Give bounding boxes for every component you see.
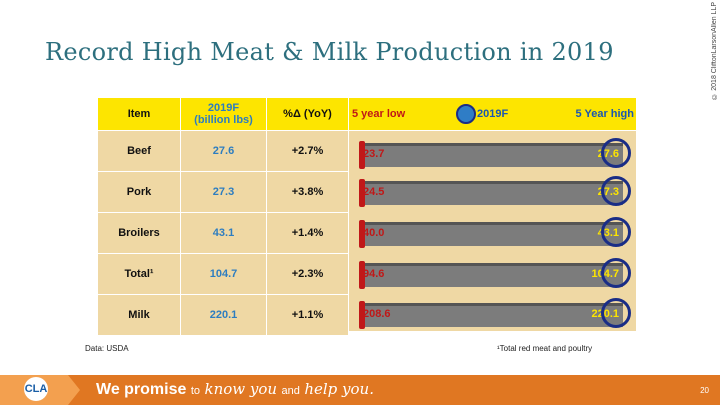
page-number: 20 — [700, 386, 709, 395]
forecast-ring-icon — [601, 217, 631, 247]
tagline-know-you: know you — [204, 380, 278, 398]
row-change: +1.1% — [266, 294, 349, 336]
range-high-label: 5 Year high — [575, 108, 635, 120]
row-production: 104.7 — [180, 253, 267, 295]
low-marker-icon — [359, 301, 365, 329]
tagline-help-you: help you. — [304, 380, 374, 398]
tagline: We promise to know you and help you. — [96, 380, 374, 399]
table-row: Beef 27.6 +2.7% — [97, 130, 349, 172]
range-bar: 23.7 27.6 — [359, 138, 631, 169]
forecast-marker-icon — [456, 104, 476, 124]
low-marker-icon — [359, 179, 365, 207]
range-bar: 40.0 43.1 — [359, 217, 631, 248]
header-change: %Δ (YoY) — [266, 97, 349, 131]
tagline-to: to — [190, 385, 201, 397]
header-item: Item — [97, 97, 181, 131]
data-source: Data: USDA — [85, 344, 129, 353]
row-item: Milk — [97, 294, 181, 336]
row-change: +1.4% — [266, 212, 349, 254]
row-item: Broilers — [97, 212, 181, 254]
low-marker-icon — [359, 141, 365, 169]
table-header-row: Item 2019F (billion lbs) %Δ (YoY) — [97, 97, 349, 131]
range-bar: 24.5 27.3 — [359, 176, 631, 207]
logo-banner: CLA — [0, 375, 80, 405]
range-header: 5 year low 2019F 5 Year high — [349, 98, 636, 130]
row-item: Pork — [97, 171, 181, 213]
production-table: Item 2019F (billion lbs) %Δ (YoY) Beef 2… — [97, 97, 349, 336]
copyright-notice: © 2018 CliftonLarsonAllen LLP — [711, 2, 718, 100]
row-production: 27.6 — [180, 130, 267, 172]
row-item: Total¹ — [97, 253, 181, 295]
slide-title: Record High Meat & Milk Production in 20… — [45, 38, 614, 66]
table-row: Milk 220.1 +1.1% — [97, 294, 349, 336]
range-bar-low: 24.5 — [363, 186, 385, 198]
forecast-ring-icon — [601, 138, 631, 168]
footnote: ¹Total red meat and poultry — [497, 344, 593, 353]
footer-bar: CLA We promise to know you and help you.… — [0, 375, 720, 405]
row-production: 27.3 — [180, 171, 267, 213]
table-row: Broilers 43.1 +1.4% — [97, 212, 349, 254]
table-row: Total¹ 104.7 +2.3% — [97, 253, 349, 295]
row-production: 43.1 — [180, 212, 267, 254]
tagline-and: and — [281, 385, 300, 397]
forecast-ring-icon — [601, 176, 631, 206]
range-mid-label: 2019F — [477, 108, 509, 120]
row-change: +2.3% — [266, 253, 349, 295]
header-production: 2019F (billion lbs) — [180, 97, 267, 131]
row-change: +2.7% — [266, 130, 349, 172]
tagline-strong: We promise — [96, 381, 187, 398]
range-bar-low: 94.6 — [363, 268, 385, 280]
range-low-label: 5 year low — [352, 108, 406, 120]
row-production: 220.1 — [180, 294, 267, 336]
table-row: Pork 27.3 +3.8% — [97, 171, 349, 213]
forecast-ring-icon — [601, 258, 631, 288]
row-change: +3.8% — [266, 171, 349, 213]
range-bar: 94.6 104.7 — [359, 258, 631, 289]
company-logo: CLA — [24, 377, 48, 401]
range-bar-low: 208.6 — [363, 308, 391, 320]
low-marker-icon — [359, 261, 365, 289]
range-bar-low: 40.0 — [363, 227, 385, 239]
forecast-ring-icon — [601, 298, 631, 328]
low-marker-icon — [359, 220, 365, 248]
row-item: Beef — [97, 130, 181, 172]
range-bar: 208.6 220.1 — [359, 298, 631, 329]
range-bar-low: 23.7 — [363, 148, 385, 160]
